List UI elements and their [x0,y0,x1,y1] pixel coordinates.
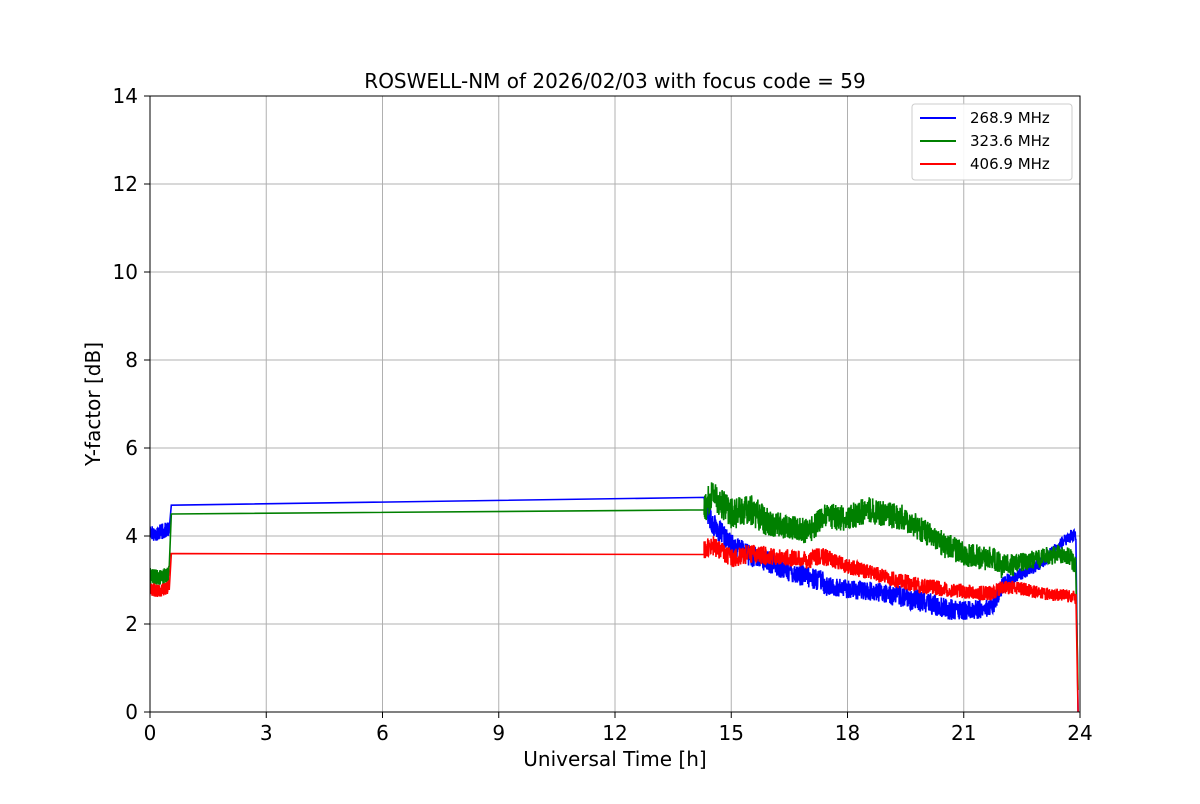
y-tick-label: 0 [125,700,138,724]
y-tick-label: 6 [125,436,138,460]
legend-entry-406-9: 406.9 MHz [970,155,1050,173]
y-axis-label: Y-factor [dB] [81,342,105,467]
legend: 268.9 MHz 323.6 MHz 406.9 MHz [911,103,1073,181]
y-tick-label: 12 [113,172,138,196]
x-axis-label: Universal Time [h] [523,747,706,771]
x-tick-label: 15 [719,721,744,745]
series-line-406-9-mhz [150,536,1079,712]
x-tick-label: 3 [260,721,273,745]
x-tick-label: 18 [835,721,860,745]
y-tick-label: 2 [125,612,138,636]
x-tick-label: 21 [951,721,976,745]
legend-entry-268-9: 268.9 MHz [970,109,1050,127]
series-line-323-6-mhz [150,482,1079,691]
y-tick-label: 10 [113,260,138,284]
x-tick-label: 6 [376,721,389,745]
chart-title: ROSWELL-NM of 2026/02/03 with focus code… [364,69,865,93]
y-tick-label: 8 [125,348,138,372]
legend-box [911,103,1073,181]
x-tick-label: 24 [1067,721,1092,745]
y-tick-label: 14 [113,84,138,108]
series-line-268-9-mhz [150,496,1079,712]
x-tick-label: 12 [602,721,627,745]
y-tick-label: 4 [125,524,138,548]
x-tick-label: 0 [144,721,157,745]
series-lines [150,482,1079,712]
x-tick-label: 9 [492,721,505,745]
grid [149,95,1081,713]
legend-entry-323-6: 323.6 MHz [970,132,1050,150]
